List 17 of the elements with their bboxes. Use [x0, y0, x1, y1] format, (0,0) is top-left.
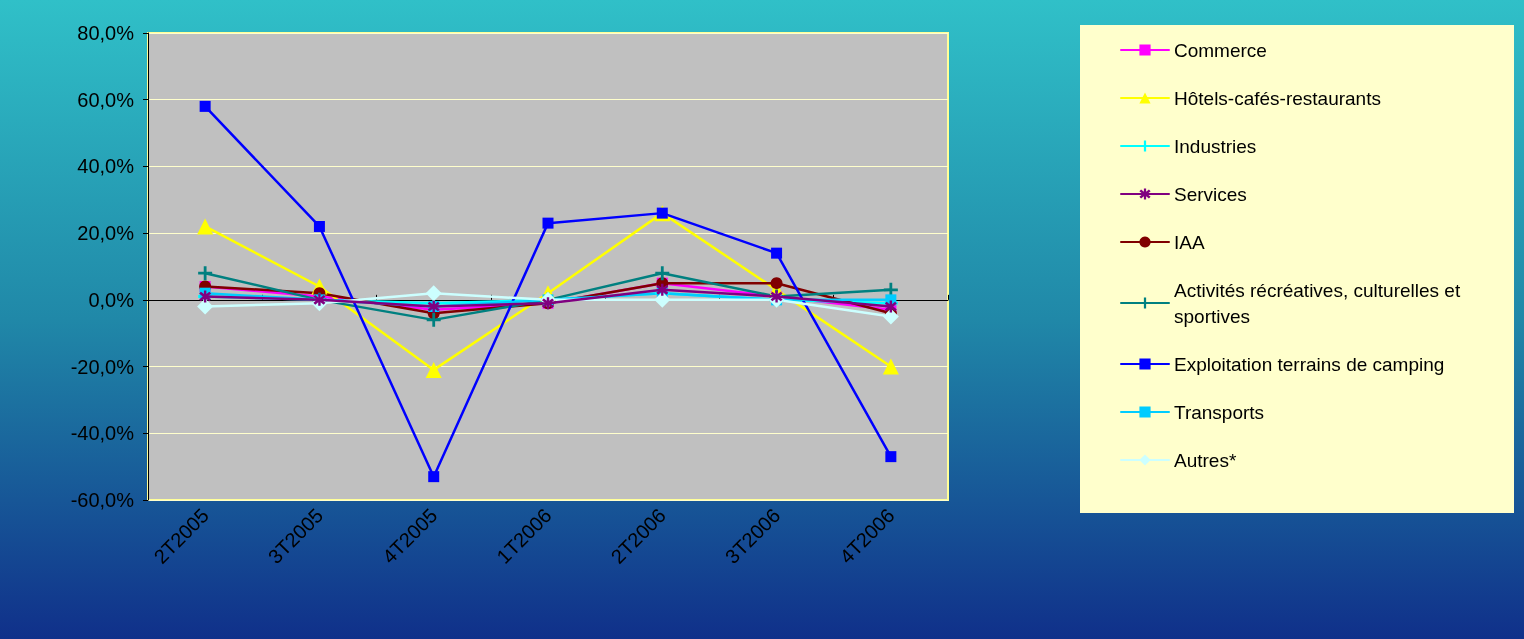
- y-tick-label: 0,0%: [88, 288, 135, 311]
- y-tick-label: 60,0%: [77, 88, 135, 111]
- legend-label: Industries: [1174, 135, 1257, 157]
- legend-label: Commerce: [1174, 39, 1267, 61]
- y-tick-label: 20,0%: [77, 222, 135, 245]
- legend-label: Exploitation terrains de camping: [1174, 353, 1445, 375]
- y-tick-label: -40,0%: [70, 422, 135, 445]
- legend-label: Autres*: [1174, 449, 1237, 471]
- y-tick-label: 80,0%: [77, 22, 135, 44]
- y-tick-label: -20,0%: [70, 355, 135, 378]
- y-tick-label: 40,0%: [77, 155, 135, 178]
- legend-label: Hôtels-cafés-restaurants: [1174, 87, 1381, 109]
- legend-label: Services: [1174, 183, 1247, 205]
- legend-label: Activités récréatives, culturelles et sportives: [1174, 279, 1466, 327]
- legend-label: IAA: [1174, 231, 1205, 253]
- legend-label: Transports: [1174, 401, 1265, 423]
- y-tick-label: -60,0%: [70, 489, 135, 511]
